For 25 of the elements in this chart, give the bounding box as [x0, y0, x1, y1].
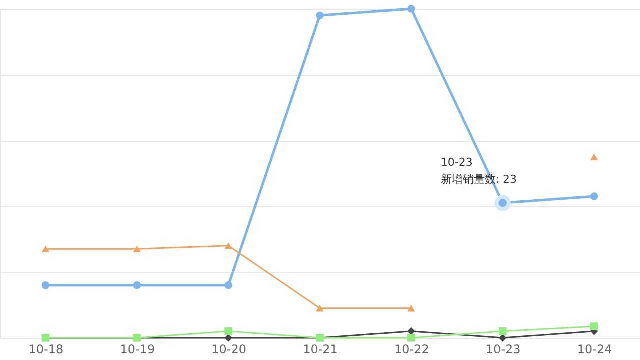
point	[133, 281, 142, 290]
point	[498, 334, 507, 342]
point	[316, 305, 324, 312]
x-tick-label: 10-22	[394, 342, 430, 356]
point	[408, 334, 416, 342]
point	[590, 154, 598, 160]
x-tick-label: 10-20	[212, 342, 247, 356]
point	[224, 281, 232, 290]
point	[42, 246, 50, 253]
point	[408, 5, 416, 13]
x-tick-label: 10-23	[486, 342, 521, 356]
point	[133, 246, 142, 253]
point	[498, 328, 507, 336]
x-tick-label: 10-18	[28, 342, 64, 356]
point	[316, 12, 324, 20]
point	[408, 305, 416, 312]
point	[590, 322, 598, 330]
point	[224, 242, 232, 250]
point	[42, 281, 50, 290]
x-tick-label: 10-24	[577, 342, 612, 356]
point	[224, 328, 232, 336]
point	[408, 328, 416, 336]
point	[590, 192, 598, 200]
x-tick-label: 10-19	[120, 342, 156, 356]
x-tick-label: 10-21	[303, 342, 338, 356]
